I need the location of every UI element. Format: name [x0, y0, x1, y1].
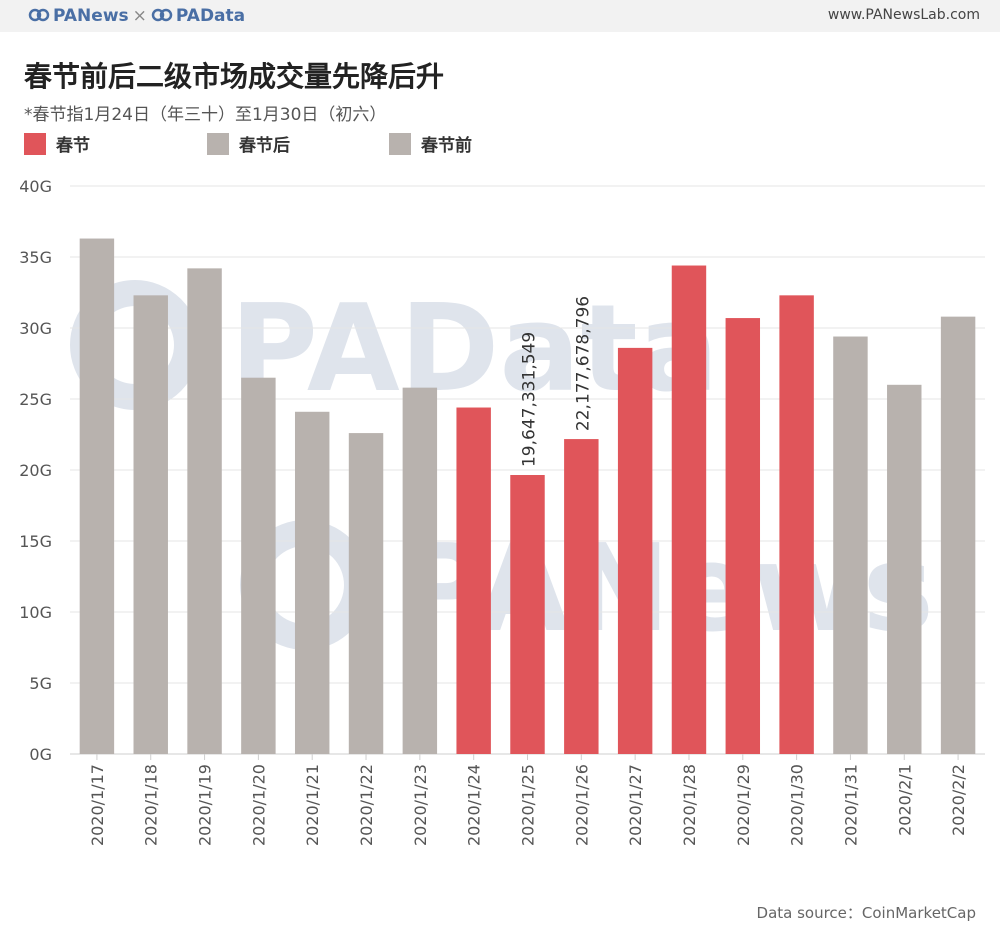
- bar-2020-1-27: [617, 347, 653, 754]
- bar-2020-1-30: [779, 295, 814, 754]
- bar-2020-1-29: [725, 318, 761, 754]
- y-tick-label: 25G: [19, 390, 52, 409]
- bar-2020-1-22: [348, 433, 384, 754]
- x-tick-label: 2020/1/22: [357, 764, 376, 846]
- x-tick-label: 2020/1/25: [519, 764, 538, 846]
- top-bar: PANews × PAData www.PANewsLab.com: [0, 0, 1000, 32]
- x-tick-label: 2020/1/26: [572, 764, 591, 846]
- x-tick-label: 2020/1/23: [411, 764, 430, 846]
- y-tick-label: 5G: [29, 674, 52, 693]
- x-tick-label: 2020/2/2: [949, 764, 968, 836]
- data-labels: 19,647,331,549 22,177,678,796: [520, 296, 594, 467]
- y-tick-label: 35G: [19, 248, 52, 267]
- x-tick-label: 2020/1/29: [734, 764, 753, 846]
- x-tick-label: 2020/1/28: [680, 764, 699, 846]
- y-axis-ticks: 0G 5G 10G 15G 20G 25G 30G 35G 40G: [19, 177, 52, 764]
- x-tick-label: 2020/1/30: [788, 764, 807, 846]
- x-tick-label: 2020/1/20: [249, 764, 268, 846]
- brand-padata: PAData: [175, 6, 246, 26]
- panews-logo-icon: [28, 8, 50, 22]
- bar-2020-2-1: [887, 384, 922, 754]
- x-tick-label: 2020/1/27: [626, 764, 645, 846]
- brand-logos: PANews × PAData: [28, 6, 245, 26]
- bar-2020-1-20: [241, 377, 276, 754]
- bar-2020-1-19: [187, 268, 222, 754]
- legend-swatch-festival: [24, 132, 46, 155]
- brand-separator: ×: [132, 6, 147, 26]
- legend-label-festival: 春节: [56, 136, 90, 156]
- bar-2020-1-24: [456, 407, 491, 754]
- legend-label-after: 春节后: [239, 136, 290, 156]
- chart-subtitle: *春节指1月24日（年三十）至1月30日（初六）: [24, 105, 387, 125]
- bar-2020-1-31: [833, 336, 868, 754]
- bar-2020-2-2: [940, 316, 976, 754]
- bar-2020-1-25: [510, 475, 545, 754]
- y-tick-label: 10G: [19, 603, 52, 622]
- x-tick-label: 2020/1/18: [142, 764, 161, 846]
- x-tick-label: 2020/1/31: [841, 764, 860, 846]
- legend-item-before: 春节前: [389, 131, 472, 156]
- data-label: 22,177,678,796: [573, 296, 593, 431]
- y-tick-label: 30G: [19, 319, 52, 338]
- y-tick-label: 0G: [29, 745, 52, 764]
- chart-title: 春节前后二级市场成交量先降后升: [24, 60, 445, 93]
- legend-swatch-before: [389, 132, 411, 155]
- y-tick-label: 40G: [19, 177, 52, 196]
- x-tick-label: 2020/2/1: [895, 764, 914, 836]
- y-tick-label: 15G: [19, 532, 52, 551]
- x-tick-label: 2020/1/21: [303, 764, 322, 846]
- x-axis-ticks: 2020/1/17 2020/1/18 2020/1/19 2020/1/20 2020…: [88, 754, 968, 846]
- bars: [79, 238, 976, 754]
- bar-2020-1-26: [564, 439, 599, 754]
- bar-2020-1-23: [402, 387, 438, 754]
- legend-swatch-after: [207, 132, 229, 155]
- site-url: www.PANewsLab.com: [827, 7, 980, 23]
- data-label: 19,647,331,549: [520, 332, 540, 467]
- y-tick-label: 20G: [19, 461, 52, 480]
- bar-2020-1-28: [671, 265, 707, 754]
- x-tick-label: 2020/1/17: [88, 764, 107, 846]
- legend-item-after: 春节后: [207, 131, 290, 156]
- brand-panews: PANews: [53, 6, 129, 26]
- x-tick-label: 2020/1/24: [465, 764, 484, 846]
- bar-2020-1-21: [294, 411, 330, 754]
- bar-2020-1-17: [79, 238, 115, 754]
- x-tick-label: 2020/1/19: [196, 764, 215, 846]
- chart-legend: 春节 春节后 春节前: [0, 131, 1000, 157]
- data-source: Data source：CoinMarketCap: [756, 904, 976, 922]
- padata-logo-icon: [151, 8, 173, 22]
- legend-item-festival: 春节: [24, 131, 90, 156]
- bar-2020-1-18: [133, 295, 168, 754]
- legend-label-before: 春节前: [421, 136, 472, 156]
